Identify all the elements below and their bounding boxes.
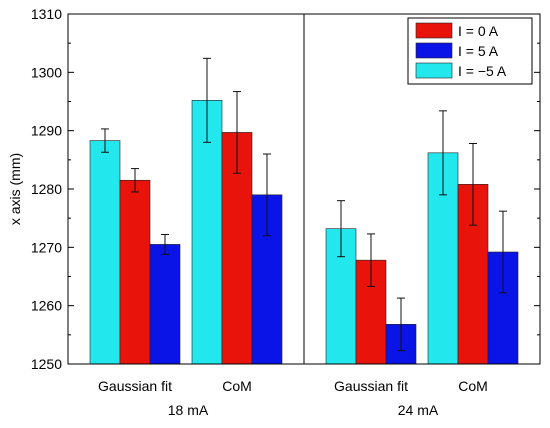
group-label: 18 mA	[168, 402, 209, 418]
group-label: 24 mA	[398, 402, 439, 418]
bar	[149, 244, 181, 365]
category-label: Gaussian fit	[98, 378, 172, 394]
bar	[119, 179, 151, 365]
y-tick-label: 1250	[31, 356, 62, 372]
y-tick-label: 1290	[31, 123, 62, 139]
category-label: CoM	[458, 378, 488, 394]
legend-label: I = 5 A	[458, 43, 499, 59]
legend-label: I = 0 A	[458, 23, 499, 39]
bar	[89, 140, 121, 365]
category-label: CoM	[222, 378, 252, 394]
legend-label: I = −5 A	[458, 63, 507, 79]
y-tick-label: 1280	[31, 181, 62, 197]
y-tick-label: 1310	[31, 6, 62, 22]
y-axis-label: x axis (mm)	[7, 153, 23, 225]
y-tick-label: 1260	[31, 298, 62, 314]
y-tick-label: 1270	[31, 239, 62, 255]
legend-swatch	[415, 42, 453, 59]
bar	[191, 100, 223, 365]
y-tick-label: 1300	[31, 64, 62, 80]
legend-swatch	[415, 62, 453, 79]
category-label: Gaussian fit	[334, 378, 408, 394]
legend-swatch	[415, 22, 453, 39]
legend: I = 0 A I = 5 A I = −5 A	[407, 17, 533, 85]
